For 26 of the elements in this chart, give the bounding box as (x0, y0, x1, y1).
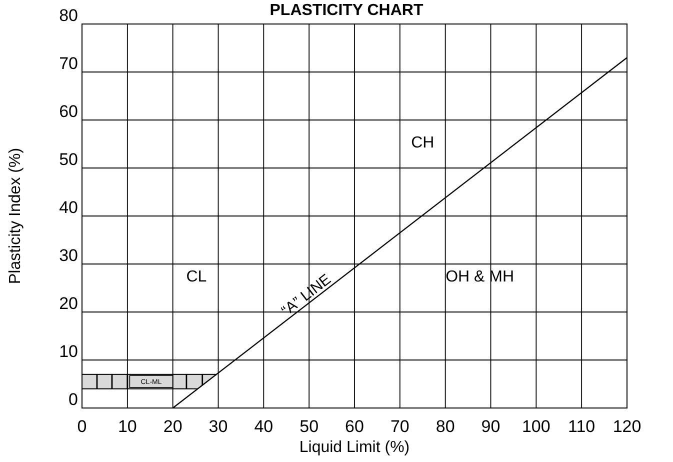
annotation: CL (186, 268, 207, 286)
x-tick-label: 60 (345, 417, 364, 436)
x-axis-title: Liquid Limit (%) (299, 439, 410, 456)
y-tick-label: 30 (59, 246, 78, 265)
annotation: CH (411, 134, 434, 152)
x-tick-label: 50 (300, 417, 319, 436)
x-tick-label: 10 (118, 417, 137, 436)
x-tick-label: 40 (254, 417, 274, 436)
y-tick-label: 50 (59, 150, 78, 169)
y-tick-label: 10 (59, 342, 78, 361)
y-tick-label: 80 (59, 6, 78, 25)
y-tick-label: 0 (68, 390, 78, 409)
x-tick-label: 120 (612, 417, 642, 436)
x-tick-label: 30 (208, 417, 228, 436)
x-tick-label: 90 (481, 417, 500, 436)
x-tick-label: 70 (390, 417, 410, 436)
y-tick-label: 20 (59, 294, 78, 313)
x-tick-label: 20 (163, 417, 182, 436)
x-tick-label: 110 (568, 417, 596, 436)
y-tick-label: 60 (59, 102, 78, 121)
x-tick-label: 100 (522, 417, 550, 436)
y-tick-label: 40 (59, 198, 78, 217)
x-tick-label: 80 (436, 417, 455, 436)
y-axis-title: Plasticity Index (%) (7, 148, 24, 284)
chart-title: PLASTICITY CHART (270, 2, 424, 19)
y-tick-label: 70 (59, 54, 78, 73)
